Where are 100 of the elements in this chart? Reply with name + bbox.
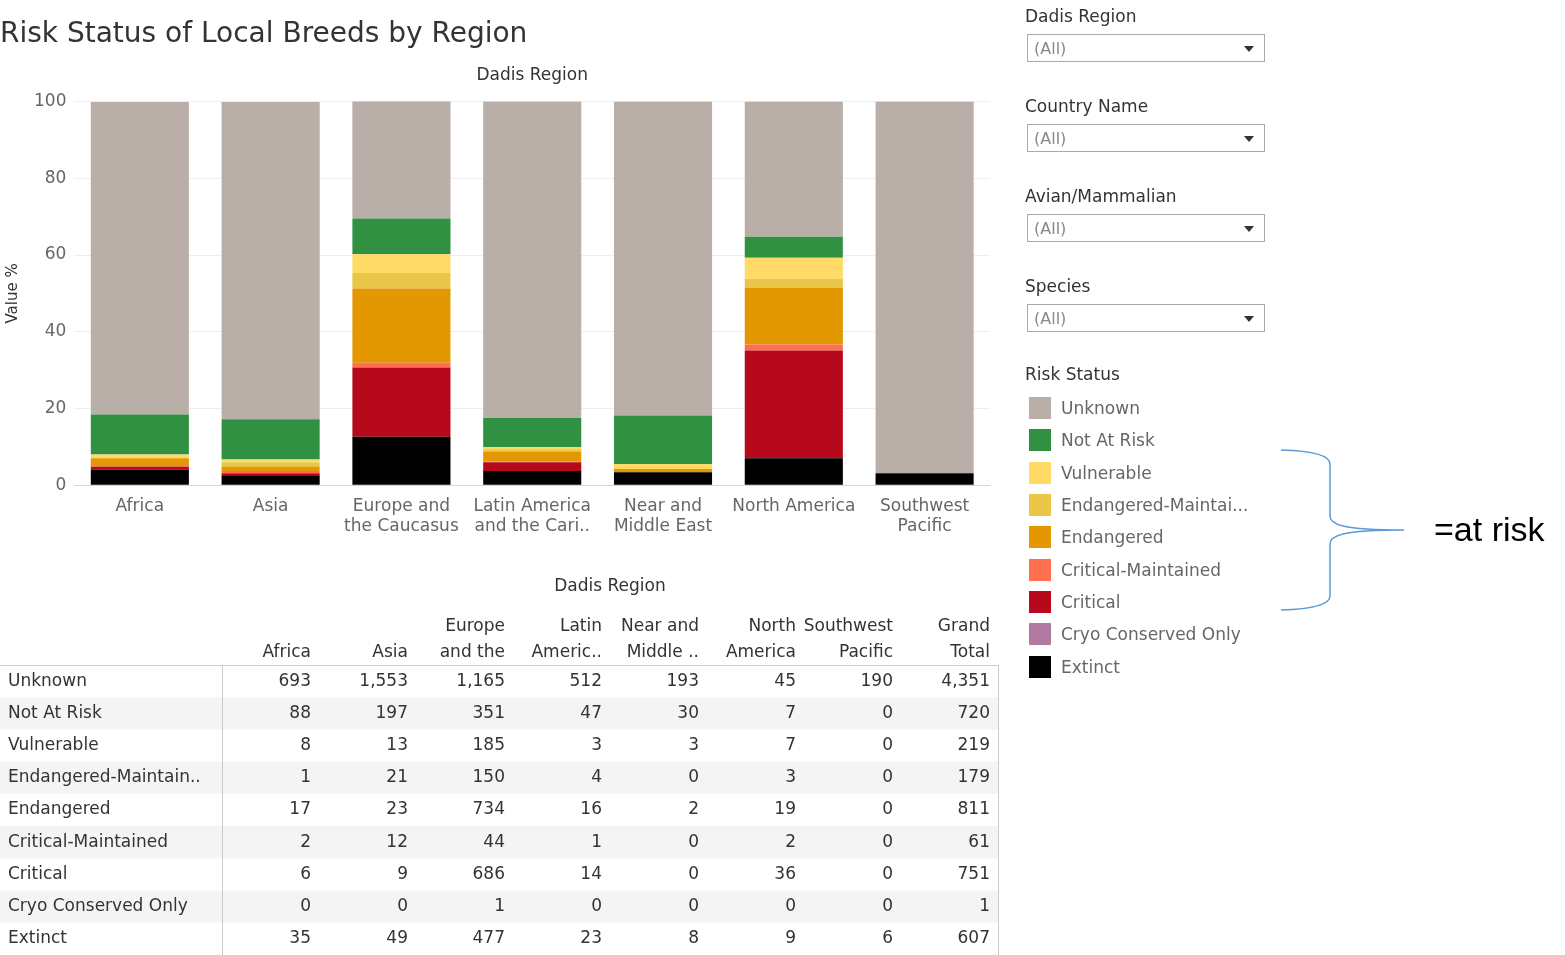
data-label: 9 xyxy=(397,862,408,883)
data-label: 8 xyxy=(688,927,699,948)
data-label: 693 xyxy=(278,669,311,690)
data-label: 0 xyxy=(882,830,893,851)
legend-label: Unknown xyxy=(1061,398,1140,419)
data-label: 16 xyxy=(580,798,602,819)
data-label: 4,351 xyxy=(941,669,990,690)
y-tick-label: Vulnerable xyxy=(8,733,99,754)
data-label: 1 xyxy=(300,766,311,787)
legend-label: Extinct xyxy=(1061,656,1120,677)
text: Country Name xyxy=(1025,96,1149,116)
data-label: 477 xyxy=(472,927,505,948)
y-tick-label: Extinct xyxy=(8,927,68,948)
data-label: 14 xyxy=(580,862,602,883)
data-label: 512 xyxy=(569,669,602,690)
data-label: 19 xyxy=(774,798,796,819)
data-label: 7 xyxy=(785,733,796,754)
data-label: 35 xyxy=(289,927,311,948)
x-tick-label: North America xyxy=(732,494,856,515)
y-tick-label: Endangered-Maintain.. xyxy=(8,766,201,787)
data-label: 686 xyxy=(472,862,505,883)
data-label: 0 xyxy=(882,766,893,787)
y-tick-label: Unknown xyxy=(8,669,87,690)
data-label: 44 xyxy=(483,830,505,851)
legend-label: Vulnerable xyxy=(1061,462,1152,483)
data-label: 3 xyxy=(785,766,796,787)
y-tick-label: 20 xyxy=(44,396,67,417)
data-label: 3 xyxy=(688,733,699,754)
legend-label: Critical-Maintained xyxy=(1061,559,1222,580)
data-label: 179 xyxy=(957,766,990,787)
data-label: 23 xyxy=(580,927,602,948)
text: Dadis Region xyxy=(1025,6,1137,26)
data-label: 607 xyxy=(957,927,990,948)
text: Avian/Mammalian xyxy=(1025,186,1177,206)
data-label: 193 xyxy=(666,669,699,690)
data-label: 0 xyxy=(882,894,893,915)
data-label: 17 xyxy=(289,798,311,819)
x-tick-label: Southwest Pacific xyxy=(803,615,894,661)
data-label: 0 xyxy=(591,894,602,915)
chart-title: Risk Status of Local Breeds by Region xyxy=(0,16,528,50)
data-label: 1,553 xyxy=(359,669,408,690)
legend-label: Cryo Conserved Only xyxy=(1061,624,1241,645)
legend-label: Endangered-Maintai... xyxy=(1061,495,1249,516)
x-tick-label: Latin Americ.. xyxy=(531,615,602,661)
y-tick-label: Critical xyxy=(8,862,68,883)
data-label: 190 xyxy=(860,669,893,690)
text: =at risk xyxy=(1434,510,1545,549)
x-tick-label: Latin America and the Cari.. xyxy=(473,494,592,536)
data-label: 0 xyxy=(688,894,699,915)
dropdown: (All) xyxy=(1027,34,1265,62)
legend-title: Risk Status xyxy=(1025,364,1121,384)
legend-label: Endangered xyxy=(1061,527,1164,548)
text: Species xyxy=(1025,276,1091,296)
data-label: 13 xyxy=(386,733,408,754)
data-label: 6 xyxy=(300,862,311,883)
data-label: 49 xyxy=(386,927,408,948)
data-label: 1 xyxy=(591,830,602,851)
legend-label: Critical xyxy=(1061,591,1121,612)
data-label: 7 xyxy=(785,701,796,722)
data-label: 0 xyxy=(688,830,699,851)
data-label: 8 xyxy=(300,733,311,754)
data-label: 2 xyxy=(688,798,699,819)
data-label: 45 xyxy=(774,669,796,690)
data-label: 0 xyxy=(397,894,408,915)
data-label: 1,165 xyxy=(456,669,505,690)
data-label: 0 xyxy=(688,862,699,883)
y-tick-label: 80 xyxy=(44,166,67,187)
x-tick-label: Grand Total xyxy=(937,615,990,661)
data-label: 4 xyxy=(591,766,602,787)
data-label: 751 xyxy=(957,862,990,883)
x-tick-label: Africa xyxy=(115,494,165,515)
y-axis-title: Value % xyxy=(2,263,21,324)
data-label: 61 xyxy=(968,830,990,851)
dropdown: (All) xyxy=(1027,214,1265,242)
data-label: 0 xyxy=(785,894,796,915)
data-label: 150 xyxy=(472,766,505,787)
data-label: 185 xyxy=(472,733,505,754)
data-label: 0 xyxy=(300,894,311,915)
data-label: 2 xyxy=(785,830,796,851)
data-label: 0 xyxy=(882,701,893,722)
x-tick-label: Europe and the xyxy=(439,615,505,661)
x-tick-label: Southwest Pacific xyxy=(879,494,970,536)
data-label: 734 xyxy=(472,798,505,819)
x-axis-title: Dadis Region xyxy=(476,63,588,84)
data-label: 811 xyxy=(957,798,990,819)
data-label: 12 xyxy=(386,830,408,851)
data-label: 6 xyxy=(882,927,893,948)
x-tick-label: Near and Middle East xyxy=(613,494,713,536)
data-label: 1 xyxy=(979,894,990,915)
data-label: 2 xyxy=(300,830,311,851)
data-label: 47 xyxy=(580,701,602,722)
y-tick-label: 40 xyxy=(44,320,67,341)
x-tick-label: Africa xyxy=(262,641,311,661)
data-label: 0 xyxy=(688,766,699,787)
y-tick-label: Critical-Maintained xyxy=(8,830,169,851)
data-label: 0 xyxy=(882,798,893,819)
data-label: 351 xyxy=(472,701,505,722)
data-label: 36 xyxy=(774,862,796,883)
data-label: 219 xyxy=(957,733,990,754)
y-tick-label: 0 xyxy=(55,473,67,494)
